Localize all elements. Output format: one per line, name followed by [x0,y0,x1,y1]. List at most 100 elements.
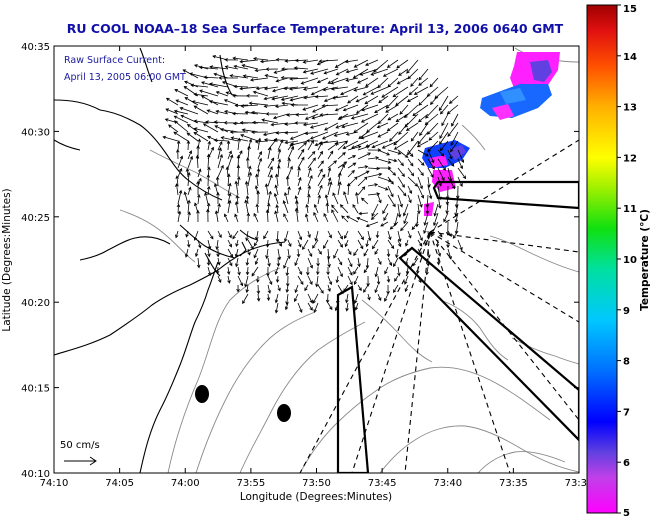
current-vector [203,75,219,80]
current-vector [245,94,259,98]
current-vector [367,230,372,242]
current-vector [273,192,279,205]
current-vector [452,230,459,239]
current-vector [347,248,352,256]
current-vector [226,266,231,276]
current-vector [353,275,359,285]
current-vector [381,140,399,149]
marker-dot [277,404,291,422]
current-vector [287,239,292,248]
current-vector [427,140,439,153]
current-vector [377,185,389,191]
current-vector [400,221,409,232]
current-vector [342,140,359,149]
current-vector [177,189,183,205]
current-vector [190,83,209,88]
current-vector [367,172,383,178]
current-vector [283,191,289,205]
current-vector [274,266,279,275]
current-vector [380,221,389,227]
current-vector [365,239,369,248]
current-vector [377,293,382,302]
current-vector [314,230,319,242]
current-vector [220,128,239,133]
x-tick-label: 74:10 [40,478,69,489]
current-vector [240,104,259,108]
current-vector [410,77,419,87]
current-vector [427,158,435,170]
current-vector [307,139,314,151]
current-vector [343,190,349,205]
current-vector [249,77,269,82]
current-vector [267,174,273,187]
current-vector [457,167,467,180]
current-vector [275,173,279,187]
current-vector [274,293,279,304]
current-vector [357,284,362,292]
current-vector [413,86,429,95]
current-vector [294,257,299,267]
colorbar-tick-label: 8 [623,357,630,368]
current-vector [307,175,313,187]
current-vector [385,95,399,109]
current-vector [202,123,219,133]
current-vector [309,131,329,140]
current-vector [184,97,199,106]
map-area [54,46,579,473]
current-vector [215,109,229,115]
current-vector [280,76,299,80]
current-vector [176,140,181,151]
current-vector [346,215,359,223]
current-vector [417,158,425,166]
current-vector [337,171,342,187]
current-vector [375,230,380,239]
surface-current-vectors [162,55,467,314]
current-vector [323,239,329,250]
current-vector [217,203,221,214]
current-vector [217,275,222,283]
current-vector [262,131,279,137]
current-vector [417,131,429,145]
current-vector [376,275,381,286]
current-vector [195,154,200,169]
current-vector [246,212,251,223]
current-vector [175,175,179,187]
current-vector [223,121,239,125]
current-vector [374,248,379,255]
current-vector [220,136,239,142]
current-vector [327,181,333,196]
current-vector [377,257,382,265]
current-vector [405,239,409,247]
current-vector [187,199,191,214]
current-vector [397,230,402,243]
current-vector [393,284,399,294]
current-vector [162,135,179,142]
current-vector [357,152,372,160]
current-vector [307,166,312,178]
current-vector [316,257,320,267]
current-vector [256,167,261,178]
current-vector [345,68,359,74]
current-vector [177,210,182,223]
current-vector [239,59,259,64]
current-vector [322,86,339,92]
current-vector [427,176,431,188]
current-vector [165,108,179,115]
current-vector [263,104,279,108]
current-vector [406,140,419,156]
current-vector [179,106,199,115]
current-vector [402,203,409,217]
current-vector [412,257,419,267]
current-vector [191,100,209,106]
current-vector [385,104,399,113]
shipping-lanes [336,180,579,473]
current-vector [207,248,211,258]
current-vector [450,131,459,147]
current-vector [317,141,323,151]
current-vector [327,177,332,187]
current-vector [213,138,229,142]
current-vector [417,113,429,123]
colorbar-tick-label: 10 [623,255,637,266]
figure-title: RU COOL NOAA–18 Sea Surface Temperature:… [67,21,564,36]
current-vector [317,150,323,160]
